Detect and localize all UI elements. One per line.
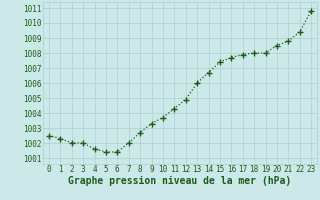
- X-axis label: Graphe pression niveau de la mer (hPa): Graphe pression niveau de la mer (hPa): [68, 176, 292, 186]
